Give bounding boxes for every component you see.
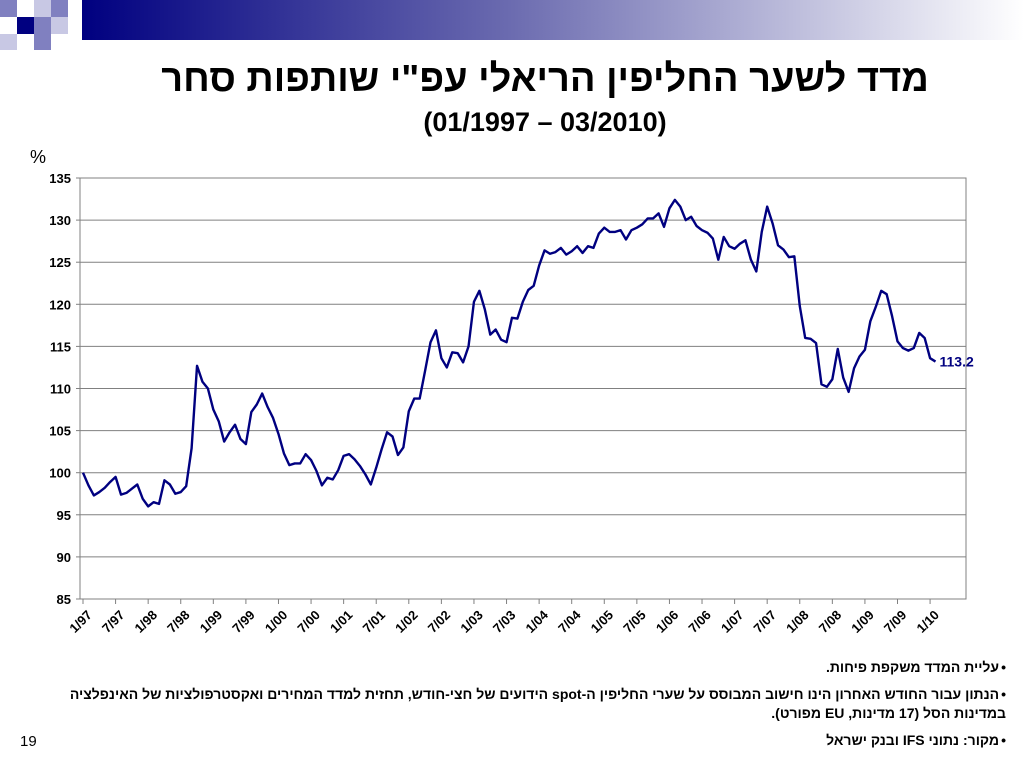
y-tick-label: 110: [50, 382, 71, 397]
x-tick-label: 1/05: [588, 607, 617, 636]
x-tick-label: 7/09: [881, 607, 910, 636]
deco-square: [17, 17, 34, 34]
y-tick-label: 125: [49, 255, 71, 270]
x-tick-label: 1/08: [783, 607, 812, 636]
series-line: [81, 198, 937, 508]
deco-square: [34, 0, 51, 17]
x-tick-label: 1/99: [197, 607, 226, 636]
x-tick-label: 1/09: [848, 607, 877, 636]
x-tick-label: 1/00: [262, 607, 291, 636]
x-tick-label: 1/98: [132, 607, 161, 636]
y-tick-label: 115: [50, 339, 71, 354]
slide-number: 19: [20, 733, 37, 750]
x-tick-label: 7/97: [99, 607, 128, 636]
deco-square: [34, 34, 51, 50]
footnotes: עליית המדד משקפת פיחות. הנתון עבור החודש…: [16, 658, 1006, 758]
x-tick-label: 1/07: [718, 607, 747, 636]
x-tick-label: 7/06: [685, 607, 714, 636]
deco-square: [0, 34, 17, 50]
header-gradient-bar: [82, 0, 1024, 40]
slide-subtitle: (01/1997 – 03/2010): [423, 107, 667, 137]
corner-decoration: [0, 0, 1024, 50]
x-tick-label: 1/97: [66, 607, 95, 636]
y-tick-label: 85: [57, 592, 71, 607]
x-tick-label: 1/10: [913, 607, 942, 636]
x-tick-label: 1/04: [523, 607, 552, 636]
deco-square: [34, 17, 51, 34]
deco-square: [51, 17, 68, 34]
x-tick-label: 7/05: [620, 607, 649, 636]
last-value-label: 113.2: [940, 354, 974, 370]
x-tick-label: 7/99: [229, 607, 258, 636]
y-tick-label: 130: [49, 213, 71, 228]
footnote: מקור: נתוני IFS ובנק ישראל: [16, 731, 1006, 750]
y-tick-label: 100: [49, 466, 71, 481]
x-tick-label: 1/03: [457, 607, 486, 636]
x-tick-label: 7/08: [816, 607, 845, 636]
y-tick-label: 105: [49, 424, 71, 439]
x-tick-label: 7/01: [360, 607, 389, 636]
y-tick-label: 120: [49, 297, 71, 312]
y-tick-label: 135: [49, 171, 71, 186]
x-tick-label: 7/07: [751, 607, 780, 636]
slide-title: מדד לשער החליפין הריאלי עפ"י שותפות סחר: [161, 58, 929, 100]
y-tick-label: 90: [57, 550, 71, 565]
x-tick-label: 1/01: [327, 607, 356, 636]
x-tick-label: 7/02: [425, 607, 454, 636]
deco-square: [0, 0, 17, 17]
x-tick-label: 7/98: [164, 607, 193, 636]
x-tick-label: 7/04: [555, 607, 584, 636]
footnote: עליית המדד משקפת פיחות.: [16, 658, 1006, 677]
y-tick-label: 95: [57, 508, 71, 523]
x-tick-label: 7/03: [490, 607, 519, 636]
footnote: הנתון עבור החודש האחרון הינו חישוב המבוס…: [16, 685, 1006, 723]
y-unit-label: %: [30, 147, 46, 167]
deco-square: [51, 0, 68, 17]
x-tick-label: 1/02: [392, 607, 421, 636]
x-tick-label: 7/00: [294, 607, 323, 636]
x-tick-label: 1/06: [653, 607, 682, 636]
